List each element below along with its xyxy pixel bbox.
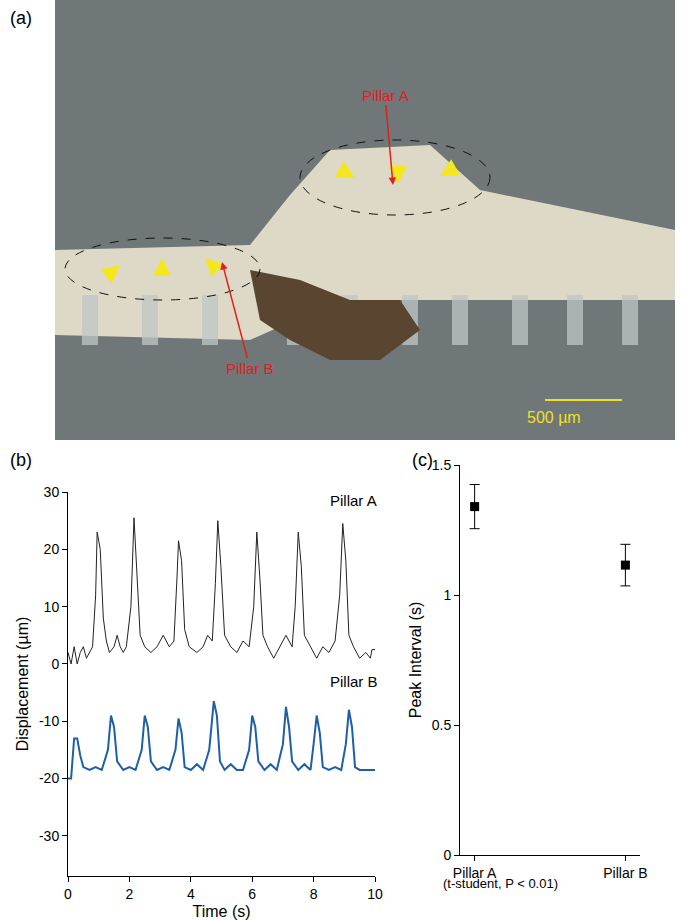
svg-text:20: 20 xyxy=(44,541,60,557)
svg-text:1.5: 1.5 xyxy=(432,457,452,473)
svg-text:4: 4 xyxy=(187,886,195,902)
svg-text:0.5: 0.5 xyxy=(432,717,452,733)
svg-text:(a): (a) xyxy=(10,8,32,28)
svg-text:Pillar B: Pillar B xyxy=(603,865,647,881)
svg-text:0: 0 xyxy=(64,886,72,902)
svg-text:-10: -10 xyxy=(39,713,59,729)
svg-text:Pillar A: Pillar A xyxy=(453,865,497,881)
svg-text:10: 10 xyxy=(44,599,60,615)
svg-text:-20: -20 xyxy=(39,770,59,786)
svg-text:Pillar B: Pillar B xyxy=(330,673,378,690)
svg-text:0: 0 xyxy=(443,847,451,863)
svg-text:30: 30 xyxy=(44,484,60,500)
svg-text:2: 2 xyxy=(126,886,134,902)
svg-text:8: 8 xyxy=(310,886,318,902)
svg-text:Pillar B: Pillar B xyxy=(226,360,274,377)
svg-text:Displacement (µm): Displacement (µm) xyxy=(14,617,31,752)
svg-text:Pillar A: Pillar A xyxy=(330,492,377,509)
svg-text:500 µm: 500 µm xyxy=(527,409,581,426)
svg-text:Peak Interval (s): Peak Interval (s) xyxy=(407,602,424,718)
svg-text:1: 1 xyxy=(443,587,451,603)
svg-text:0: 0 xyxy=(51,656,59,672)
svg-text:Pillar A: Pillar A xyxy=(362,87,409,104)
svg-text:(c): (c) xyxy=(412,450,433,470)
svg-text:-30: -30 xyxy=(39,828,59,844)
svg-text:(t-student, P < 0.01): (t-student, P < 0.01) xyxy=(443,876,558,891)
svg-text:6: 6 xyxy=(248,886,256,902)
svg-text:(b): (b) xyxy=(10,450,32,470)
svg-text:10: 10 xyxy=(367,886,383,902)
svg-text:Time (s): Time (s) xyxy=(192,903,250,920)
